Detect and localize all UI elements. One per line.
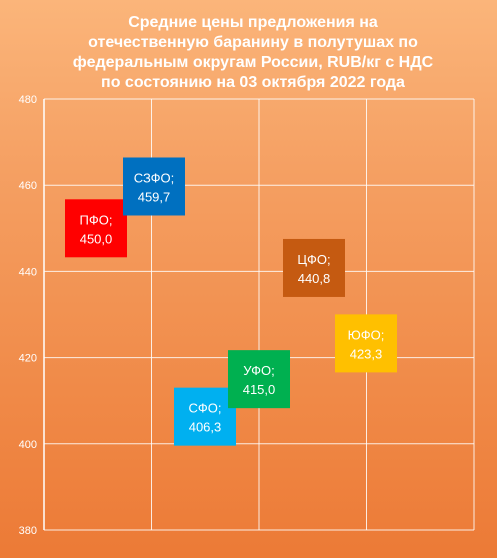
point-label-box bbox=[228, 350, 290, 409]
point-label-value: 450,0 bbox=[80, 231, 113, 246]
point-label-box bbox=[174, 387, 236, 446]
data-points: ПФО; 450,0 СЗФО; 459,7 СФО; 406,3 УФО; 415,0 ЦФО… bbox=[65, 157, 397, 446]
y-tick-label: 440 bbox=[19, 266, 37, 278]
point-label-name: ЮФО; bbox=[348, 327, 385, 342]
point-label-value: 459,7 bbox=[138, 189, 171, 204]
point-label-box bbox=[123, 157, 185, 216]
point-label-name: УФО; bbox=[243, 363, 274, 378]
y-tick-label: 480 bbox=[19, 94, 37, 106]
y-axis-ticks: 380 400 420 440 460 480 bbox=[19, 94, 37, 537]
chart-title-line: по состоянию на 03 октября 2022 года bbox=[101, 74, 405, 91]
point-label-value: 406,3 bbox=[189, 420, 222, 435]
chart-title: Средние цены предложения на отечественную… bbox=[73, 14, 434, 91]
chart-title-line: федеральным округам России, RUB/кг с НДС bbox=[73, 54, 434, 71]
point-label-name: СЗФО; bbox=[134, 170, 175, 185]
y-tick-label: 380 bbox=[19, 525, 37, 537]
point-label-value: 440,8 bbox=[298, 271, 331, 286]
point-label-value: 423,3 bbox=[350, 346, 383, 361]
y-tick-label: 400 bbox=[19, 439, 37, 451]
grid-layer bbox=[43, 98, 475, 531]
chart-title-line: отечественную баранину в полутушах по bbox=[88, 34, 418, 51]
chart-title-line: Средние цены предложения на bbox=[128, 14, 378, 31]
data-point-4: ЦФО; 440,8 bbox=[283, 238, 345, 297]
point-label-name: ПФО; bbox=[80, 212, 113, 227]
data-point-2: СФО; 406,3 bbox=[174, 387, 236, 446]
point-label-name: ЦФО; bbox=[297, 252, 330, 267]
data-point-5: ЮФО; 423,3 bbox=[335, 314, 397, 373]
point-label-name: СФО; bbox=[189, 401, 222, 416]
y-tick-label: 420 bbox=[19, 353, 37, 365]
point-label-box bbox=[335, 314, 397, 373]
data-point-3: УФО; 415,0 bbox=[228, 350, 290, 409]
y-tick-label: 460 bbox=[19, 180, 37, 192]
data-point-1: СЗФО; 459,7 bbox=[123, 157, 185, 216]
point-label-box bbox=[283, 238, 345, 297]
point-label-box bbox=[65, 199, 127, 258]
data-point-0: ПФО; 450,0 bbox=[65, 199, 127, 258]
point-label-value: 415,0 bbox=[243, 382, 276, 397]
